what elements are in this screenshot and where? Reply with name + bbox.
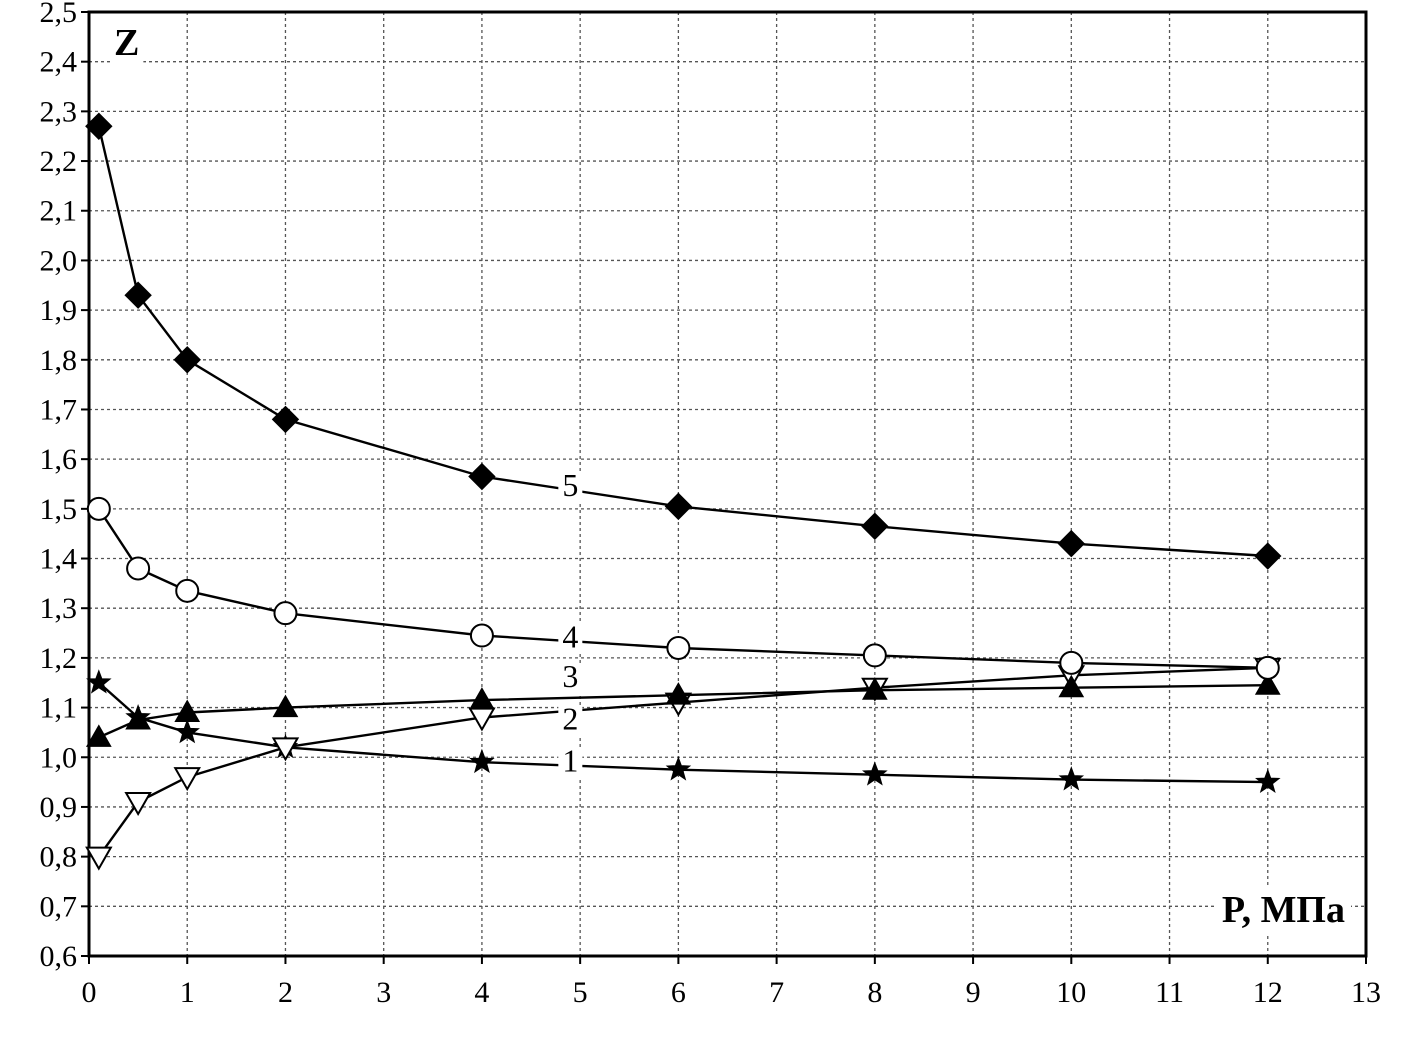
y-tick-label: 2,3: [40, 95, 78, 128]
plot-area-frame: [87, 10, 1368, 958]
series-label-4: 4: [562, 618, 578, 654]
grid: [89, 12, 1366, 956]
data-point-series-5: [124, 281, 152, 309]
series-label-bg: [558, 705, 583, 736]
data-point-series-1: [469, 748, 495, 774]
series-label-bg: [558, 471, 583, 502]
data-point-series-3: [125, 706, 151, 730]
data-point-series-2: [173, 767, 201, 792]
series-1: [86, 669, 1281, 793]
data-point-series-4: [469, 623, 494, 648]
y-tick-label: 1,4: [40, 543, 78, 576]
x-tick-label: 7: [769, 976, 784, 1009]
y-tick-label: 2,0: [40, 244, 78, 277]
series-label-bg: [558, 747, 583, 778]
data-point-series-4: [862, 643, 887, 668]
data-point-series-5: [1254, 542, 1282, 570]
data-point-series-4: [1255, 655, 1280, 680]
data-point-series-5: [468, 462, 496, 491]
series-label-3: 3: [562, 658, 578, 694]
data-point-series-1: [1058, 766, 1085, 791]
data-point-series-3: [1058, 674, 1085, 698]
data-point-series-3: [174, 699, 201, 723]
data-point-series-3: [85, 724, 112, 747]
data-point-series-4: [175, 578, 200, 603]
series-3: [85, 672, 1281, 747]
x-tick-label: 5: [573, 976, 588, 1009]
x-tick-label: 2: [278, 976, 293, 1009]
data-point-series-4: [1059, 650, 1084, 675]
series-label-bg: [558, 623, 583, 654]
data-point-series-2: [271, 737, 300, 762]
x-axis-title: P, МПа: [1222, 889, 1345, 931]
x-tick-label: 8: [867, 976, 882, 1009]
x-tick-label: 1: [180, 976, 195, 1009]
y-tick-label: 1,2: [40, 642, 78, 675]
data-point-series-5: [861, 512, 889, 540]
data-point-series-4: [666, 635, 691, 660]
y-tick-label: 2,4: [40, 46, 78, 79]
y-tick-label: 1,9: [40, 294, 78, 327]
series-label-1: 1: [562, 743, 578, 779]
series-label-bg: [558, 663, 583, 694]
x-tick-label: 10: [1056, 976, 1086, 1009]
data-point-series-3: [469, 687, 495, 710]
series-4: [86, 496, 1280, 680]
y-tick-label: 1,3: [40, 592, 78, 625]
data-point-series-2: [85, 846, 113, 871]
x-axis-title-bg: [1215, 887, 1351, 933]
data-point-series-3: [272, 694, 299, 718]
y-tick-label: 1,8: [40, 344, 78, 377]
data-point-series-5: [1057, 529, 1086, 558]
data-point-series-3: [665, 682, 692, 705]
data-point-series-5: [271, 405, 300, 434]
data-point-series-5: [664, 492, 693, 521]
x-tick-label: 12: [1253, 976, 1283, 1009]
data-point-series-4: [86, 496, 111, 521]
y-tick-label: 0,7: [40, 890, 78, 923]
y-tick-label: 1,0: [40, 741, 78, 774]
y-tick-label: 1,6: [40, 443, 78, 476]
x-tick-label: 6: [671, 976, 686, 1009]
series-group: [85, 112, 1282, 871]
x-tick-label: 9: [966, 976, 981, 1009]
y-tick-label: 1,1: [40, 692, 78, 725]
data-point-series-4: [273, 601, 298, 626]
data-point-series-3: [1254, 672, 1281, 695]
x-tick-label: 0: [82, 976, 97, 1009]
data-point-series-1: [665, 756, 692, 781]
data-point-series-1: [174, 718, 200, 744]
x-tick-label: 4: [474, 976, 489, 1009]
data-point-series-5: [173, 346, 201, 374]
y-tick-label: 0,8: [40, 841, 78, 874]
data-point-series-1: [86, 669, 112, 694]
data-point-series-1: [1255, 768, 1281, 793]
data-point-series-2: [124, 791, 152, 816]
x-tick-label: 3: [376, 976, 391, 1009]
y-tick-label: 2,2: [40, 145, 78, 178]
data-point-series-4: [126, 556, 151, 581]
y-tick-label: 2,1: [40, 195, 78, 228]
axis-ticks: 0 1 2 3 4 5 6 7 8 9 10 11 12 130,60,70,80,91,01,11,21…: [40, 0, 1382, 1009]
x-tick-label: 13: [1351, 976, 1381, 1009]
series-line-5: [97, 126, 1268, 558]
series-label-2: 2: [562, 700, 578, 736]
y-tick-label: 1,5: [40, 493, 78, 526]
y-axis-title-bg: [110, 20, 144, 66]
y-tick-label: 2,5: [40, 0, 78, 29]
series-labels: 1 2 3 4 5: [558, 467, 583, 779]
y-tick-label: 1,7: [40, 393, 78, 426]
y-tick-label: 0,9: [40, 791, 78, 824]
y-axis-title: Z: [114, 22, 139, 64]
data-point-series-5: [85, 112, 113, 140]
series-2: [85, 657, 1282, 871]
y-tick-label: 0,6: [40, 940, 78, 973]
data-point-series-1: [862, 761, 888, 786]
series-label-5: 5: [562, 467, 578, 503]
data-point-series-3: [861, 677, 888, 700]
x-tick-label: 11: [1155, 976, 1184, 1009]
series-5: [85, 112, 1282, 570]
